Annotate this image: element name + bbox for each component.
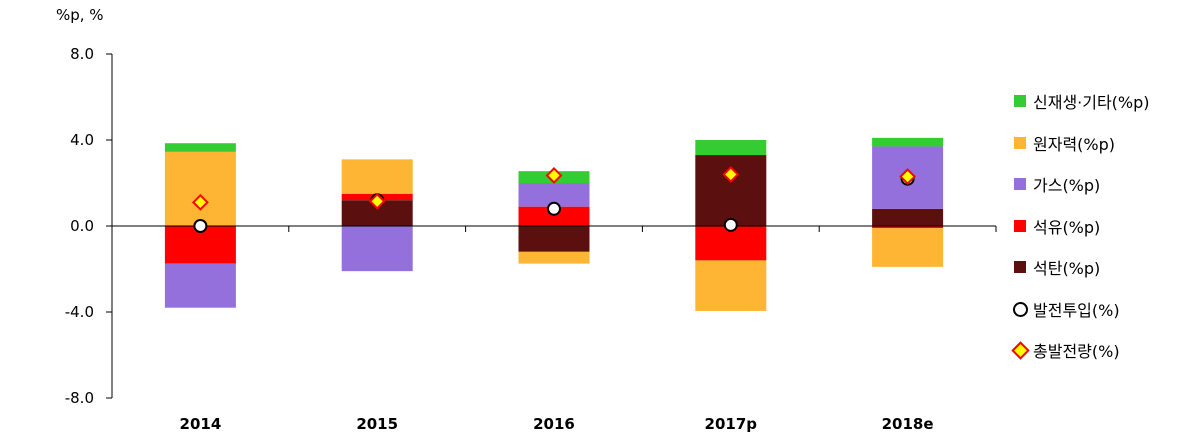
- legend-swatch: [1012, 93, 1028, 109]
- marker-input-2016: [547, 201, 561, 216]
- legend-swatch: [1012, 135, 1028, 151]
- y-tick-label: -8.0: [65, 389, 94, 407]
- x-tick-label: 2015: [356, 415, 398, 433]
- marker-generation-2016: [545, 167, 563, 184]
- bar-segment-2014-2: [164, 263, 236, 308]
- bars-layer: [164, 137, 944, 311]
- legend-item: 총발전량(%): [1011, 339, 1120, 361]
- x-tick-label: 2018e: [882, 415, 934, 433]
- y-axis-unit-label: %p, %: [56, 6, 104, 24]
- legend-item: 원자력(%p): [1012, 132, 1115, 154]
- x-tick-label: 2016: [533, 415, 575, 433]
- bar-segment-2016-2: [518, 183, 590, 207]
- y-tick-label: -4.0: [65, 303, 94, 321]
- legend-item: 신재생·기타(%p): [1012, 90, 1150, 112]
- bar-segment-2017p-0: [695, 155, 767, 226]
- bar-segment-2015-2: [341, 226, 413, 272]
- legend-label: 원자력(%p): [1033, 134, 1116, 154]
- legend-label: 총발전량(%): [1033, 342, 1120, 361]
- marker-generation-2015: [368, 192, 386, 210]
- x-tick-label: 2017p: [705, 415, 758, 433]
- legend-label: 석유(%p): [1033, 217, 1101, 237]
- bar-segment-2018e-1: [872, 226, 944, 229]
- legend-item: 가스(%p): [1012, 173, 1100, 195]
- legend-diamond-marker: [1011, 341, 1030, 360]
- marker-generation-2017p: [722, 165, 740, 183]
- bar-segment-2017p-3: [695, 260, 767, 311]
- legend-label: 가스(%p): [1033, 176, 1101, 195]
- legend-label: 발전투입(%): [1033, 300, 1120, 320]
- legend-label: 신재생·기타(%p): [1033, 93, 1150, 112]
- markers-layer: [191, 165, 917, 233]
- legend-swatch: [1012, 176, 1028, 192]
- bar-segment-2015-3: [341, 159, 413, 194]
- bar-segment-2018e-0: [872, 208, 944, 226]
- legend-swatch: [1012, 259, 1028, 275]
- bar-segment-2016-0: [518, 226, 590, 252]
- bar-segment-2018e-3: [872, 228, 944, 267]
- legend-item: 석유(%p): [1012, 215, 1100, 237]
- bar-segment-2016-3: [518, 251, 590, 264]
- marker-input-2017p: [723, 217, 738, 232]
- legend-label: 석탄(%p): [1033, 259, 1101, 278]
- bar-segment-2016-1: [518, 206, 590, 226]
- marker-generation-2018e: [899, 168, 917, 185]
- marker-input-2014: [193, 219, 208, 233]
- bar-segment-2017p-4: [695, 140, 767, 156]
- legend-circle-marker: [1012, 301, 1028, 317]
- axes-layer: [106, 53, 997, 399]
- tick-labels-layer: 8.0 4.0 0.0 -4.0 -8.0 2014 2015 2016 2017p 2018e: [65, 45, 934, 433]
- bar-segment-2014-4: [164, 143, 236, 152]
- bar-segment-2014-3: [164, 151, 236, 226]
- y-tick-label: 8.0: [70, 45, 94, 63]
- y-tick-label: 0.0: [70, 217, 94, 235]
- legend-item: 발전투입(%): [1012, 298, 1120, 320]
- x-tick-label: 2014: [180, 415, 222, 433]
- legend-swatch: [1012, 218, 1028, 234]
- marker-generation-2014: [191, 193, 209, 211]
- bar-segment-2018e-4: [872, 137, 944, 147]
- legend-item: 석탄(%p): [1012, 256, 1100, 278]
- y-tick-label: 4.0: [70, 131, 94, 149]
